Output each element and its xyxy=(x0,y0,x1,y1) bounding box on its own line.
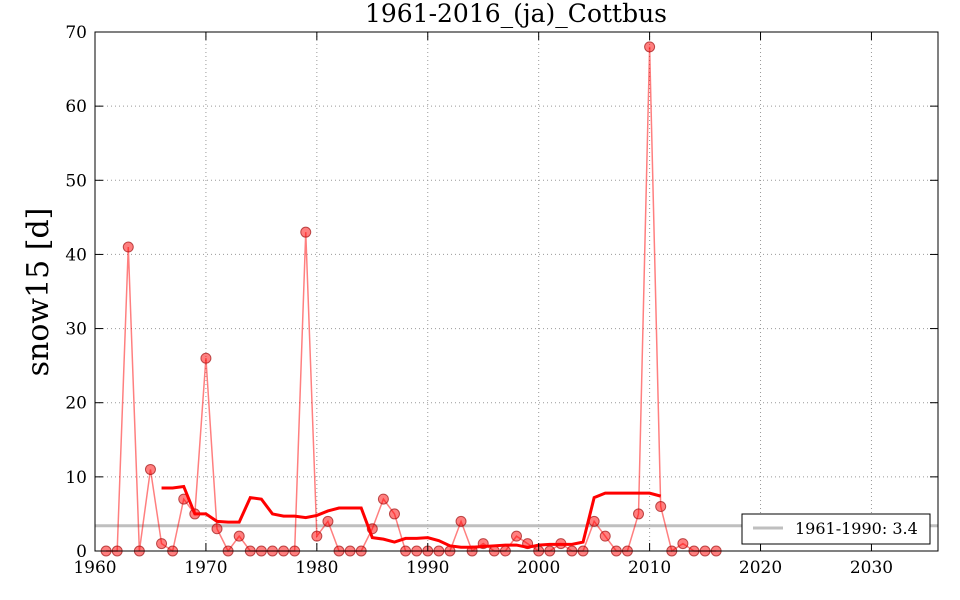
data-point xyxy=(156,538,168,550)
x-tick-label: 1980 xyxy=(295,558,338,578)
plot-frame xyxy=(94,31,939,552)
y-tick-label: 20 xyxy=(65,394,87,414)
y-tick-label: 0 xyxy=(76,542,87,562)
data-point xyxy=(511,530,522,542)
data-point xyxy=(644,41,656,53)
y-tick-label: 40 xyxy=(65,245,87,265)
data-point xyxy=(388,508,400,520)
y-tick-label: 10 xyxy=(65,468,87,488)
data-point xyxy=(655,501,667,513)
annual-series-line xyxy=(106,46,717,553)
chart-title: 1961-2016_(ja)_Cottbus xyxy=(365,0,667,28)
data-point xyxy=(200,352,212,364)
x-tick-label: 2000 xyxy=(517,558,560,578)
y-tick-label: 70 xyxy=(65,23,87,43)
data-point xyxy=(377,493,389,505)
x-tick-label: 1970 xyxy=(184,558,227,578)
moving-average-line xyxy=(161,484,662,549)
data-point xyxy=(599,530,611,542)
data-point xyxy=(122,241,134,253)
grid-lines xyxy=(95,32,938,551)
x-tick-label: 2030 xyxy=(850,558,893,578)
y-axis-label: snow15 [d] xyxy=(21,208,56,377)
plot-area xyxy=(95,41,938,557)
y-tick-label: 30 xyxy=(65,320,87,340)
y-tick-label: 60 xyxy=(65,97,87,117)
data-point xyxy=(633,508,645,520)
data-point xyxy=(455,515,467,527)
legend: 1961-1990: 3.4 xyxy=(741,513,931,545)
data-point xyxy=(144,463,156,475)
data-point xyxy=(311,530,323,542)
legend-label: 1961-1990: 3.4 xyxy=(795,519,918,538)
x-tick-label: 1990 xyxy=(406,558,449,578)
y-tick-label: 50 xyxy=(65,171,87,191)
data-point xyxy=(211,523,223,535)
x-tick-label: 2020 xyxy=(739,558,782,578)
data-point xyxy=(322,515,334,527)
x-tick-label: 2010 xyxy=(628,558,671,578)
data-point xyxy=(233,530,245,542)
x-tick-label: 1960 xyxy=(73,558,116,578)
data-point xyxy=(300,226,312,238)
axis-ticks: 1960 1970 1980 1990 2000 2010 2020 203001020304… xyxy=(65,23,938,578)
data-point xyxy=(677,538,689,550)
